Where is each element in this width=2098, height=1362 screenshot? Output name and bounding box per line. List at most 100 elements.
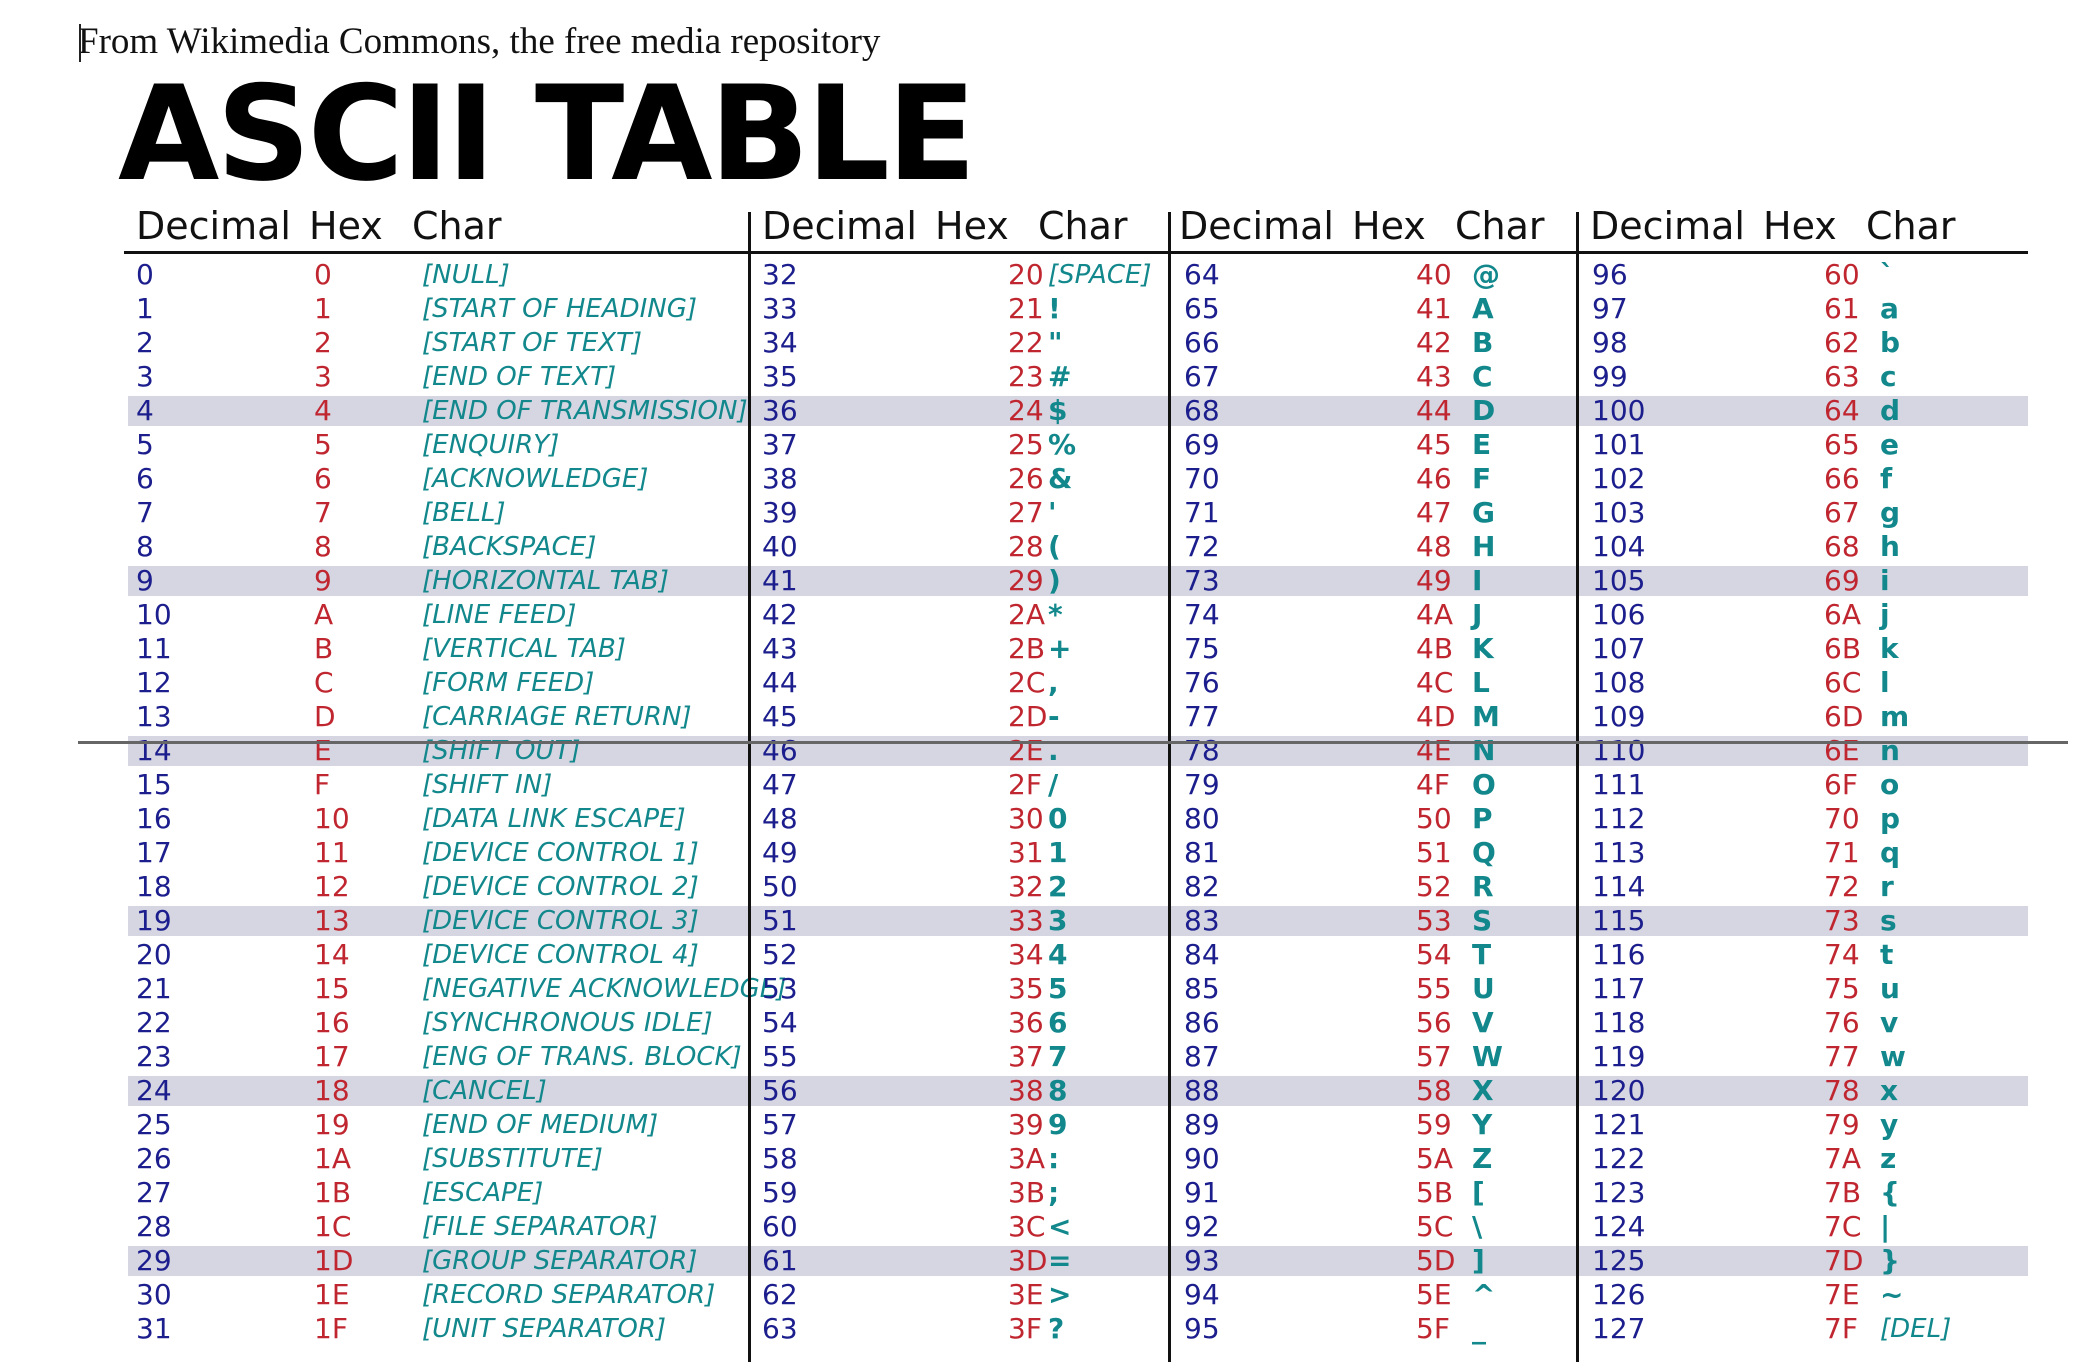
hex-cell: 26 xyxy=(1008,462,1044,495)
hex-cell: D xyxy=(314,700,336,733)
hex-cell: 70 xyxy=(1824,802,1860,835)
hex-cell: 3 xyxy=(314,360,332,393)
char-cell: [ENG OF TRANS. BLOCK] xyxy=(422,1042,742,1072)
table-row: 19 13 [DEVICE CONTROL 3] 51 33 3 83 53 S 115 73 s xyxy=(124,904,2028,938)
char-cell: x xyxy=(1880,1074,1899,1107)
char-cell: , xyxy=(1048,666,1059,699)
char-cell: ! xyxy=(1048,292,1061,325)
char-cell: N xyxy=(1472,734,1496,767)
decimal-cell: 74 xyxy=(1184,598,1220,631)
char-cell: B xyxy=(1472,326,1494,359)
hex-cell: 3C xyxy=(1008,1210,1046,1243)
table-row: 9 9 [HORIZONTAL TAB] 41 29) 73 49 I 105 69 i xyxy=(124,564,2028,598)
hex-cell: 5F xyxy=(1416,1312,1450,1345)
hex-cell: 14 xyxy=(314,938,350,971)
hex-cell: 16 xyxy=(314,1006,350,1039)
char-cell: : xyxy=(1048,1142,1060,1175)
char-cell: [START OF TEXT] xyxy=(422,328,642,358)
char-cell: [BELL] xyxy=(422,498,506,528)
column-header-hex: Hex xyxy=(309,204,383,248)
decimal-cell: 18 xyxy=(136,870,172,903)
row-highlight-band xyxy=(128,1076,2028,1106)
hex-cell: 19 xyxy=(314,1108,350,1141)
hex-cell: 55 xyxy=(1416,972,1452,1005)
column-divider xyxy=(748,212,751,1362)
hex-cell: 31 xyxy=(1008,836,1044,869)
row-highlight-band xyxy=(128,396,2028,426)
decimal-cell: 43 xyxy=(762,632,798,665)
char-cell: g xyxy=(1880,496,1901,529)
decimal-cell: 91 xyxy=(1184,1176,1220,1209)
char-cell: L xyxy=(1472,666,1490,699)
hex-cell: 23 xyxy=(1008,360,1044,393)
decimal-cell: 106 xyxy=(1592,598,1646,631)
column-header-decimal: Decimal xyxy=(762,204,917,248)
column-header-hex: Hex xyxy=(1352,204,1426,248)
hex-cell: 6B xyxy=(1824,632,1862,665)
hex-cell: 0 xyxy=(314,258,332,291)
hex-cell: 76 xyxy=(1824,1006,1860,1039)
hex-cell: 6C xyxy=(1824,666,1862,699)
hex-cell: 4E xyxy=(1416,734,1452,767)
hex-cell: F xyxy=(314,768,331,801)
char-cell: [SHIFT OUT] xyxy=(422,736,581,766)
hex-cell: 35 xyxy=(1008,972,1044,1005)
char-cell: [START OF HEADING] xyxy=(422,294,698,324)
decimal-cell: 6 xyxy=(136,462,154,495)
decimal-cell: 78 xyxy=(1184,734,1220,767)
decimal-cell: 116 xyxy=(1592,938,1646,971)
char-cell: ( xyxy=(1048,530,1061,563)
column-header-decimal: Decimal xyxy=(1179,204,1334,248)
char-cell: . xyxy=(1048,734,1059,767)
char-cell: P xyxy=(1472,802,1493,835)
decimal-cell: 39 xyxy=(762,496,798,529)
char-cell: C xyxy=(1472,360,1493,393)
hex-cell: 5C xyxy=(1416,1210,1454,1243)
decimal-cell: 5 xyxy=(136,428,154,461)
decimal-cell: 76 xyxy=(1184,666,1220,699)
hex-cell: 41 xyxy=(1416,292,1452,325)
hex-cell: 2A xyxy=(1008,598,1045,631)
hex-cell: 5A xyxy=(1416,1142,1453,1175)
decimal-cell: 11 xyxy=(136,632,172,665)
hex-cell: 72 xyxy=(1824,870,1860,903)
char-cell: [NEGATIVE ACKNOWLEDGE] xyxy=(422,974,787,1004)
hex-cell: 79 xyxy=(1824,1108,1860,1141)
char-cell: f xyxy=(1880,462,1893,495)
char-cell: q xyxy=(1880,836,1901,869)
decimal-cell: 55 xyxy=(762,1040,798,1073)
hex-cell: 71 xyxy=(1824,836,1860,869)
hex-cell: 69 xyxy=(1824,564,1860,597)
decimal-cell: 65 xyxy=(1184,292,1220,325)
char-cell: [GROUP SEPARATOR] xyxy=(422,1246,698,1276)
hex-cell: 5E xyxy=(1416,1278,1452,1311)
column-divider xyxy=(1576,212,1579,1362)
char-cell: [UNIT SEPARATOR] xyxy=(422,1314,667,1344)
table-row: 18 12 [DEVICE CONTROL 2] 50 32 2 82 52 R 114 72 r xyxy=(124,870,2028,904)
row-highlight-band xyxy=(128,906,2028,936)
char-cell: 4 xyxy=(1048,938,1068,971)
hex-cell: 54 xyxy=(1416,938,1452,971)
decimal-cell: 21 xyxy=(136,972,172,1005)
hex-cell: C xyxy=(314,666,334,699)
char-cell: Z xyxy=(1472,1142,1493,1175)
char-cell: > xyxy=(1048,1278,1072,1311)
hex-cell: A xyxy=(314,598,334,631)
table-row: 4 4 [END OF TRANSMISSION] 36 24 $68 44 D 100 64 d xyxy=(124,394,2028,428)
char-cell: | xyxy=(1880,1210,1891,1243)
char-cell: [END OF TEXT] xyxy=(422,362,617,392)
char-cell: b xyxy=(1880,326,1901,359)
hex-cell: 3D xyxy=(1008,1244,1048,1277)
hex-cell: 2D xyxy=(1008,700,1048,733)
char-cell: H xyxy=(1472,530,1496,563)
char-cell: d xyxy=(1880,394,1901,427)
table-row: 23 17 [ENG OF TRANS. BLOCK] 55 37 7 87 57 W 119 77… xyxy=(124,1040,2028,1074)
table-row: 26 1A [SUBSTITUTE] 58 3A: 90 5A Z 122 7A z xyxy=(124,1142,2028,1176)
decimal-cell: 10 xyxy=(136,598,172,631)
column-header-char: Char xyxy=(1866,204,1956,248)
hex-cell: 17 xyxy=(314,1040,350,1073)
char-cell: R xyxy=(1472,870,1494,903)
char-cell: 5 xyxy=(1048,972,1068,1005)
table-row: 14 E [SHIFT OUT] 46 2E. 78 4E N 110 6E n xyxy=(124,734,2028,768)
char-cell: u xyxy=(1880,972,1900,1005)
